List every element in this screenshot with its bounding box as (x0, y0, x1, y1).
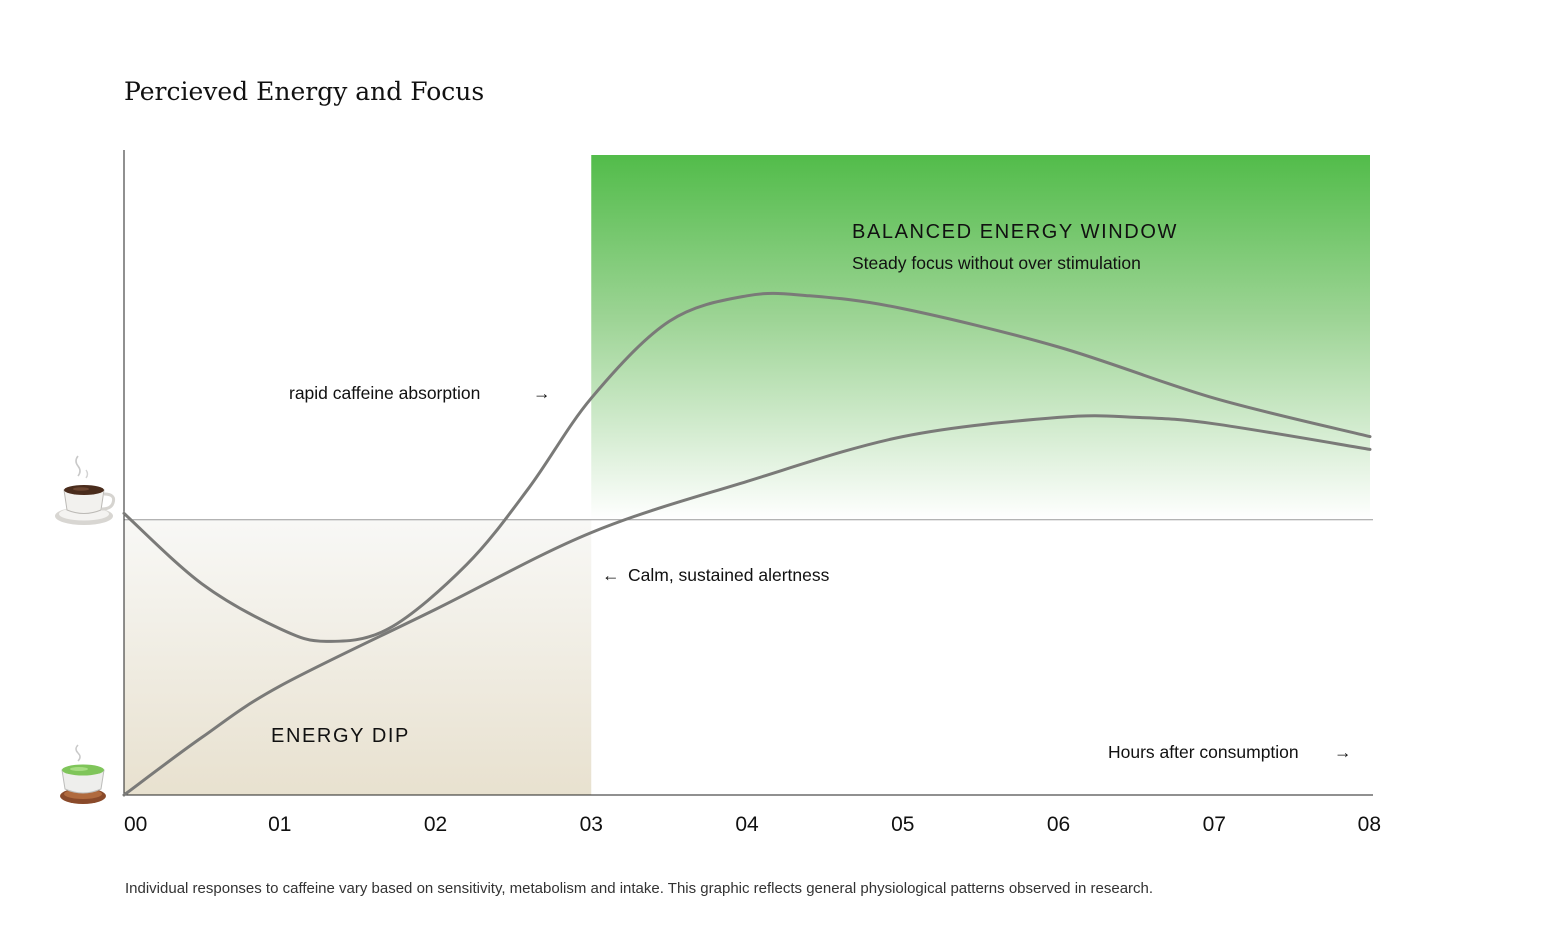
green-tea-cup-icon (60, 744, 106, 804)
coffee-energy-curve (122, 291, 1372, 643)
balanced-window-label: BALANCED ENERGY WINDOW (852, 221, 1178, 243)
matcha-energy-curve (122, 414, 1372, 797)
energy-dip-region (124, 519, 592, 795)
calm-alertness-annotation: Calm, sustained alertness (628, 565, 830, 585)
x-tick-label: 08 (1358, 813, 1381, 836)
chart-title: Percieved Energy and Focus (124, 77, 484, 106)
x-axis-label-arrow: → (1334, 742, 1352, 762)
x-tick-label: 06 (1047, 813, 1070, 836)
coffee-cup-icon (55, 455, 116, 525)
balanced-energy-window-region (591, 155, 1370, 520)
x-tick-label: 01 (268, 813, 291, 836)
x-tick-label: 00 (124, 813, 147, 836)
x-tick-label: 07 (1203, 813, 1226, 836)
calm-alertness-arrow: ← (602, 565, 620, 585)
x-tick-label: 04 (735, 813, 759, 836)
balanced-window-sublabel: Steady focus without over stimulation (852, 253, 1141, 273)
x-tick-labels: 00 01 02 03 04 05 06 07 08 (124, 813, 1381, 836)
x-tick-label: 05 (891, 813, 914, 836)
x-axis-label: Hours after consumption (1108, 742, 1299, 762)
footnote: Individual responses to caffeine vary ba… (125, 880, 1153, 897)
rapid-absorption-annotation: rapid caffeine absorption (289, 383, 480, 403)
x-tick-label: 03 (580, 813, 603, 836)
energy-dip-label: ENERGY DIP (271, 725, 410, 747)
x-tick-label: 02 (424, 813, 447, 836)
rapid-absorption-arrow: → (533, 383, 551, 403)
